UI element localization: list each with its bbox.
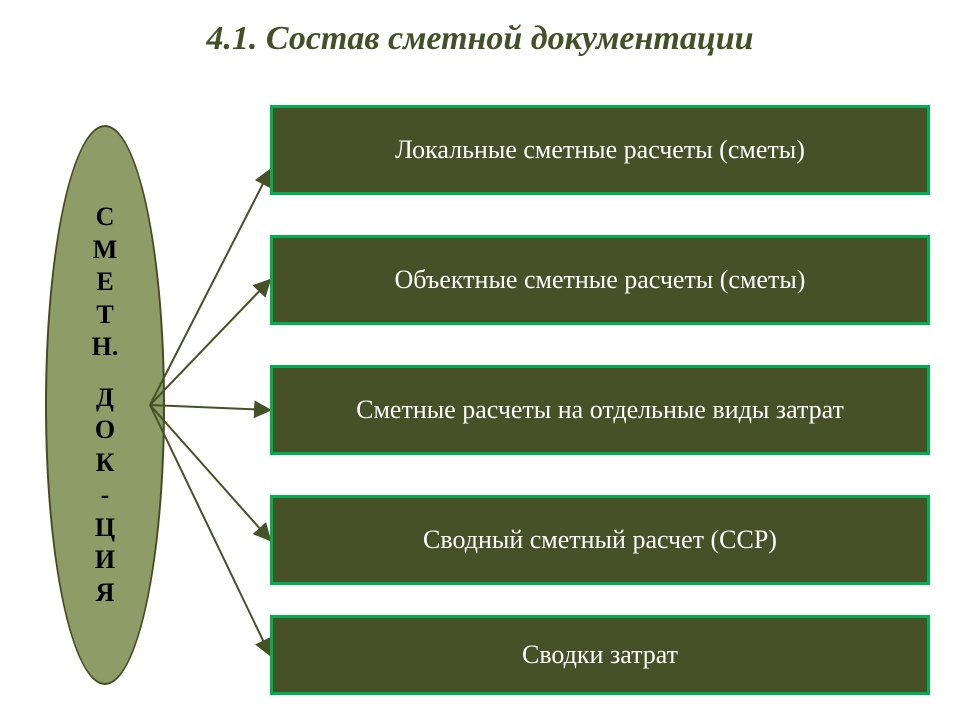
source-line1: С М Е Т Н. (92, 201, 119, 364)
connector-arrow (150, 405, 270, 655)
source-ellipse: С М Е Т Н. Д О К - Ц И Я (45, 125, 165, 685)
diagram-box-label: Объектные сметные расчеты (сметы) (395, 265, 806, 295)
diagram-box-label: Сводки затрат (522, 640, 678, 670)
title-text: 4.1. Состав сметной документации (206, 20, 753, 57)
connector-arrow (150, 170, 270, 405)
diagram-box-label: Сметные расчеты на отдельные виды затрат (356, 395, 844, 425)
diagram-box-label: Локальные сметные расчеты (сметы) (395, 135, 805, 165)
diagram-box-0: Локальные сметные расчеты (сметы) (270, 105, 930, 195)
diagram-box-1: Объектные сметные расчеты (сметы) (270, 235, 930, 325)
diagram-box-3: Сводный сметный расчет (ССР) (270, 495, 930, 585)
diagram-title: 4.1. Состав сметной документации (0, 20, 960, 58)
connector-arrow (150, 405, 270, 410)
diagram-box-4: Сводки затрат (270, 615, 930, 695)
connector-arrow (150, 405, 270, 540)
source-line2: Д О К - Ц И Я (95, 382, 115, 610)
connector-arrow (150, 280, 270, 405)
diagram-box-2: Сметные расчеты на отдельные виды затрат (270, 365, 930, 455)
diagram-box-label: Сводный сметный расчет (ССР) (423, 525, 777, 555)
